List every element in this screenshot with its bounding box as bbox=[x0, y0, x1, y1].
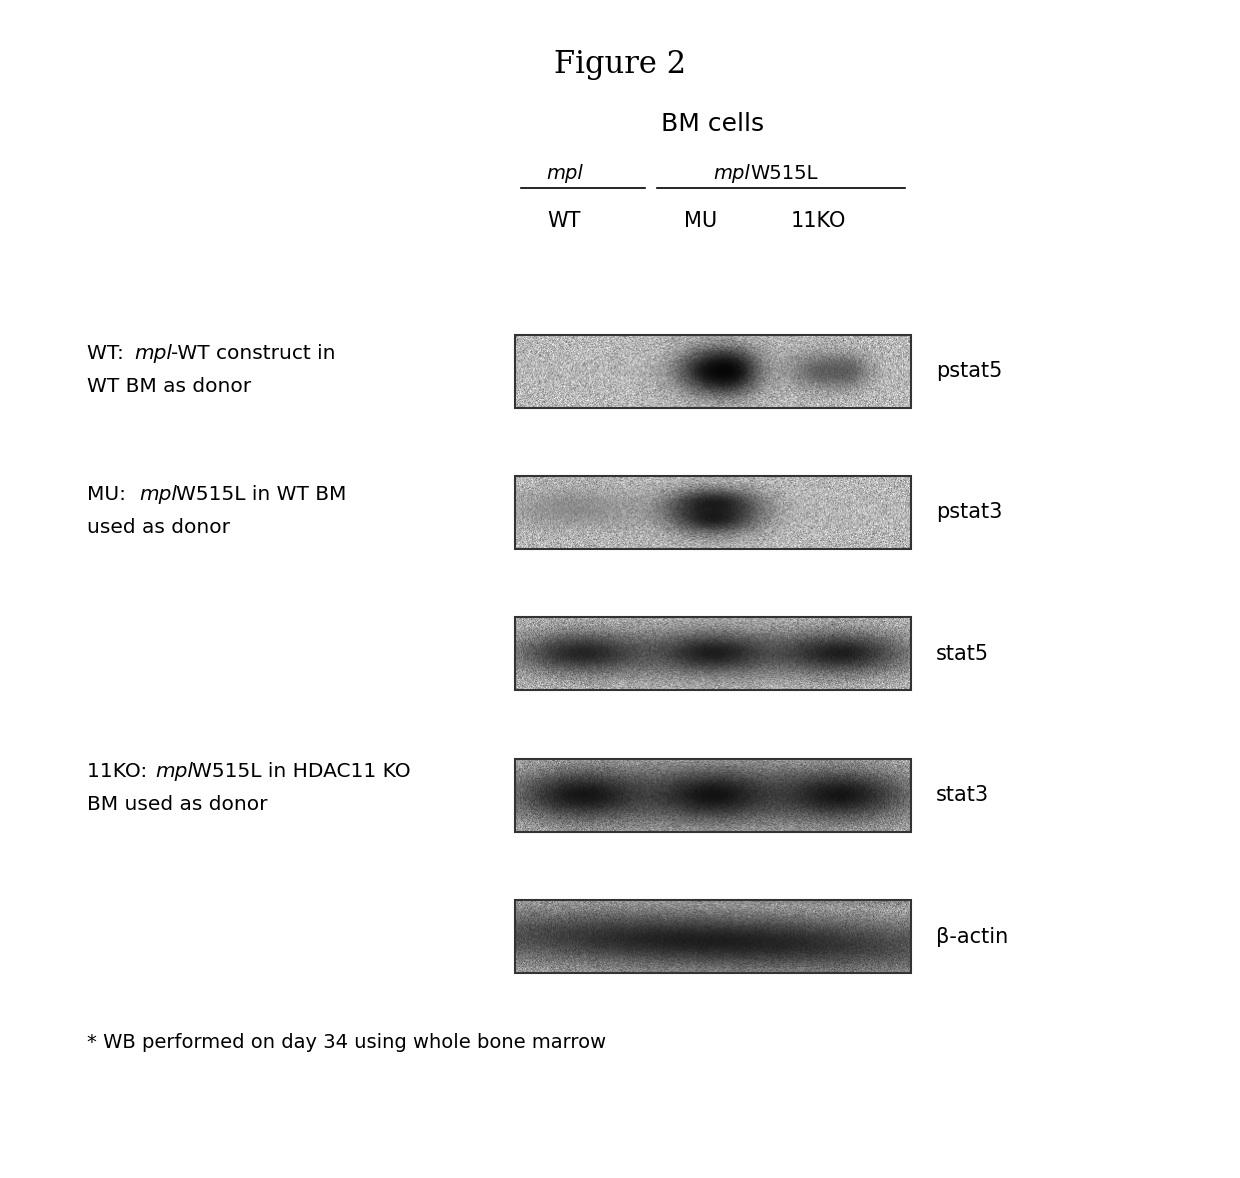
Text: pstat5: pstat5 bbox=[936, 362, 1003, 380]
Text: BM used as donor: BM used as donor bbox=[87, 795, 268, 814]
Text: mpl: mpl bbox=[139, 485, 177, 504]
Text: stat5: stat5 bbox=[936, 644, 990, 663]
Text: BM cells: BM cells bbox=[661, 112, 765, 135]
Bar bbox=[515, 335, 911, 408]
Text: stat3: stat3 bbox=[936, 786, 990, 805]
Text: pstat3: pstat3 bbox=[936, 503, 1003, 522]
Text: WT BM as donor: WT BM as donor bbox=[87, 377, 250, 396]
Text: mpl: mpl bbox=[134, 344, 172, 363]
Text: MU:: MU: bbox=[87, 485, 133, 504]
Text: W515L in WT BM: W515L in WT BM bbox=[176, 485, 346, 504]
Text: W515L: W515L bbox=[750, 164, 817, 183]
Text: 11KO:: 11KO: bbox=[87, 762, 154, 781]
Text: MU: MU bbox=[684, 212, 717, 231]
Text: mpl: mpl bbox=[546, 164, 583, 183]
Text: -WT construct in: -WT construct in bbox=[171, 344, 336, 363]
Text: used as donor: used as donor bbox=[87, 518, 229, 537]
Text: WT:: WT: bbox=[87, 344, 130, 363]
Text: * WB performed on day 34 using whole bone marrow: * WB performed on day 34 using whole bon… bbox=[87, 1033, 606, 1052]
Text: WT: WT bbox=[547, 212, 582, 231]
Text: β-actin: β-actin bbox=[936, 927, 1008, 946]
Text: mpl: mpl bbox=[155, 762, 193, 781]
Text: 11KO: 11KO bbox=[791, 212, 846, 231]
Bar bbox=[515, 617, 911, 690]
Text: Figure 2: Figure 2 bbox=[554, 49, 686, 80]
Text: W515L in HDAC11 KO: W515L in HDAC11 KO bbox=[192, 762, 410, 781]
Bar bbox=[515, 759, 911, 832]
Bar bbox=[515, 900, 911, 973]
Text: mpl: mpl bbox=[713, 164, 750, 183]
Bar bbox=[515, 476, 911, 549]
